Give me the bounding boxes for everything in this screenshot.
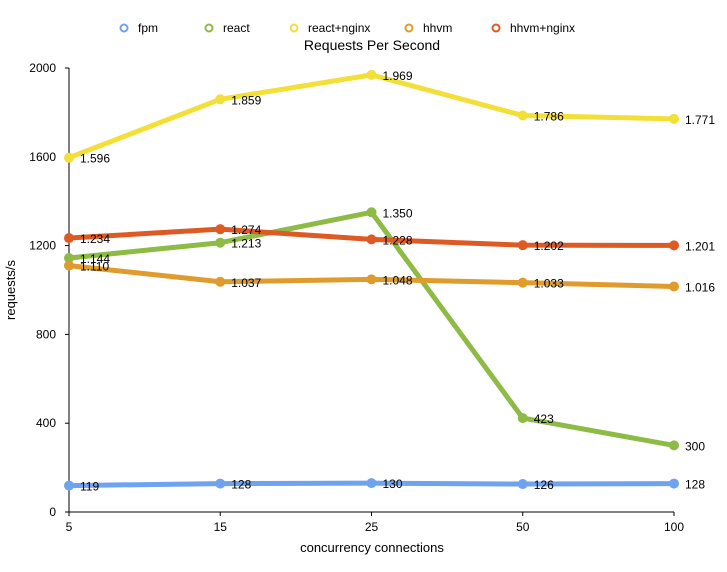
data-point — [517, 479, 528, 490]
legend-marker-icon — [204, 23, 214, 33]
series-hhvm: 1.110 1.037 1.048 1.033 1.016 — [64, 260, 715, 294]
data-point — [64, 233, 74, 244]
data-label: 1.202 — [534, 239, 564, 253]
legend-label: react+nginx — [308, 21, 370, 35]
data-point — [366, 69, 377, 80]
legend: fpm react react+nginx hhvm hhvm+nginx — [119, 21, 576, 35]
legend-item-fpm[interactable]: fpm — [119, 21, 159, 35]
data-label: 1.771 — [685, 113, 715, 127]
data-point — [64, 480, 74, 491]
data-label: 1.033 — [534, 277, 564, 291]
data-label: 1.201 — [685, 239, 715, 253]
data-label: 1.350 — [383, 206, 413, 220]
data-label: 130 — [383, 477, 403, 491]
data-point — [669, 440, 679, 451]
legend-item-react-nginx[interactable]: react+nginx — [289, 21, 371, 35]
legend-marker-icon — [404, 23, 414, 33]
data-point — [215, 478, 226, 489]
y-axis-title: requests/s — [3, 260, 18, 320]
data-point — [517, 413, 528, 424]
legend-marker-icon — [289, 23, 299, 33]
axes: 0 400 800 1200 1600 2000 5 15 25 50 100 — [29, 61, 684, 534]
data-point — [517, 277, 528, 288]
x-axis-title: concurrency connections — [300, 540, 444, 555]
legend-item-hhvm[interactable]: hhvm — [404, 21, 453, 35]
data-label: 1.786 — [534, 110, 564, 124]
data-point — [669, 281, 679, 292]
data-point — [215, 276, 226, 287]
y-tick-label: 1600 — [29, 150, 56, 164]
data-label: 1.859 — [231, 93, 261, 107]
series-fpm: 119 128 130 126 128 — [64, 477, 705, 494]
x-tick-label: 15 — [214, 520, 228, 534]
data-label: 1.213 — [231, 237, 261, 251]
data-point — [215, 94, 226, 105]
legend-item-hhvm-nginx[interactable]: hhvm+nginx — [491, 21, 576, 35]
x-tick-label: 50 — [516, 520, 530, 534]
data-point — [215, 237, 226, 248]
data-label: 1.969 — [383, 69, 413, 83]
y-tick-label: 800 — [36, 327, 56, 341]
y-tick-label: 2000 — [29, 61, 56, 75]
legend-item-react[interactable]: react — [204, 21, 251, 35]
data-label: 126 — [534, 478, 554, 492]
data-label: 1.228 — [383, 233, 413, 247]
series-line — [66, 72, 677, 161]
x-tick-label: 100 — [664, 520, 684, 534]
data-label: 1.048 — [383, 273, 413, 287]
data-label: 1.037 — [231, 276, 261, 290]
data-label: 128 — [231, 478, 251, 492]
data-label: 1.234 — [80, 232, 110, 246]
data-point — [64, 260, 74, 271]
data-label: 1.110 — [80, 260, 109, 274]
data-label: 1.016 — [685, 280, 715, 294]
data-label: 1.274 — [231, 223, 261, 237]
series-react: 1.144 1.213 1.350 423 300 — [64, 206, 705, 453]
data-point — [517, 110, 528, 121]
x-tick-label: 25 — [365, 520, 379, 534]
data-label: 128 — [685, 478, 705, 492]
data-label: 300 — [685, 439, 705, 453]
data-point — [366, 234, 377, 245]
legend-marker-icon — [491, 23, 501, 33]
data-point — [366, 207, 377, 218]
x-tick-label: 5 — [66, 520, 73, 534]
series-hhvm-nginx: 1.234 1.274 1.228 1.202 1.201 — [64, 223, 715, 253]
legend-label: fpm — [138, 21, 158, 35]
y-tick-label: 1200 — [29, 239, 56, 253]
y-tick-label: 0 — [49, 505, 56, 519]
data-point — [64, 253, 74, 264]
legend-label: hhvm — [423, 21, 452, 35]
data-point — [215, 224, 226, 235]
data-point — [366, 478, 377, 489]
data-point — [669, 240, 679, 251]
chart-title: Requests Per Second — [304, 37, 440, 53]
legend-label: react — [223, 21, 250, 35]
data-label: 423 — [534, 412, 554, 426]
data-label: 1.144 — [80, 252, 110, 266]
legend-marker-icon — [119, 23, 129, 33]
legend-label: hhvm+nginx — [510, 21, 575, 35]
series-layer: 119 128 130 126 128 1.144 1.213 1.350 423 300 1.59… — [64, 69, 715, 494]
data-label: 119 — [80, 480, 99, 494]
series-react-nginx: 1.596 1.859 1.969 1.786 1.771 — [64, 69, 715, 166]
data-point — [517, 240, 528, 251]
data-point — [669, 478, 679, 489]
data-point — [64, 152, 74, 163]
data-label: 1.596 — [80, 152, 110, 166]
data-point — [669, 113, 679, 124]
y-tick-label: 400 — [36, 416, 56, 430]
data-point — [366, 274, 377, 285]
